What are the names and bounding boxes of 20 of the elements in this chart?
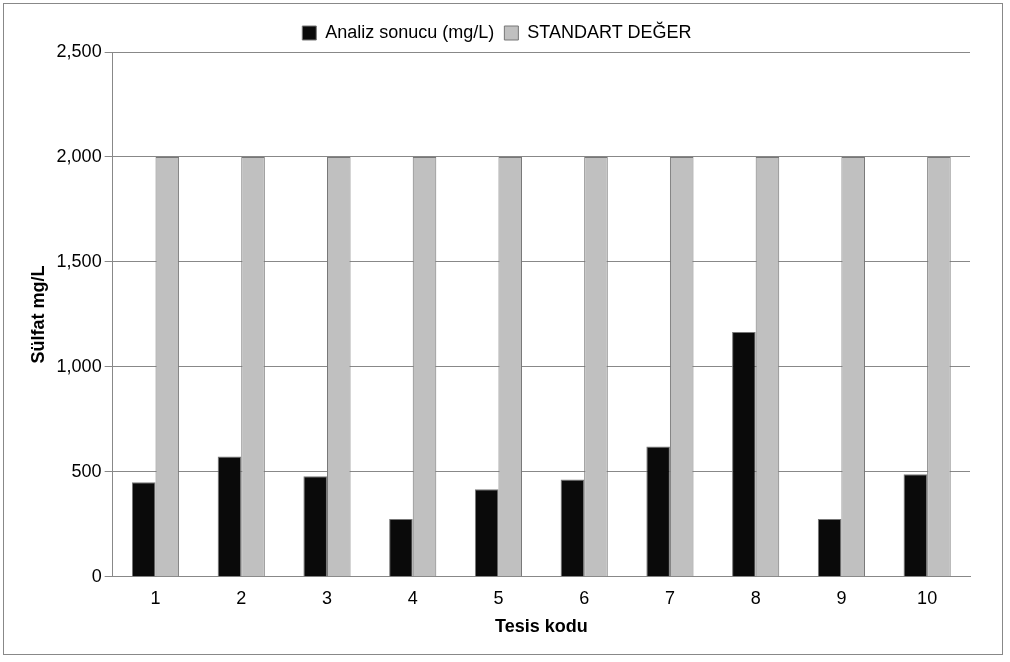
y-tick-label: 1,000 bbox=[56, 355, 102, 376]
y-tick-label: 500 bbox=[71, 460, 102, 481]
x-tick-label: 9 bbox=[836, 587, 847, 608]
legend-label: Analiz sonucu (mg/L) bbox=[325, 21, 495, 42]
y-tick-label: 2,000 bbox=[56, 145, 102, 166]
legend-label: STANDART DEĞER bbox=[527, 20, 692, 42]
x-axis-title: Tesis kodu bbox=[494, 616, 588, 637]
x-tick-label: 10 bbox=[917, 587, 938, 608]
y-axis-title: Sülfat mg/L bbox=[27, 265, 48, 364]
y-tick-label: 2,500 bbox=[56, 40, 102, 61]
y-tick-label: 0 bbox=[91, 565, 102, 586]
x-tick-label: 4 bbox=[407, 587, 418, 608]
x-tick-label: 6 bbox=[579, 587, 590, 608]
x-tick-label: 2 bbox=[236, 587, 247, 608]
x-tick-label: 8 bbox=[750, 587, 761, 608]
x-tick-label: 3 bbox=[321, 587, 332, 608]
x-tick-label: 1 bbox=[150, 587, 161, 608]
x-tick-label: 7 bbox=[664, 587, 675, 608]
y-tick-label: 1,500 bbox=[56, 250, 102, 271]
x-tick-label: 5 bbox=[493, 587, 504, 608]
